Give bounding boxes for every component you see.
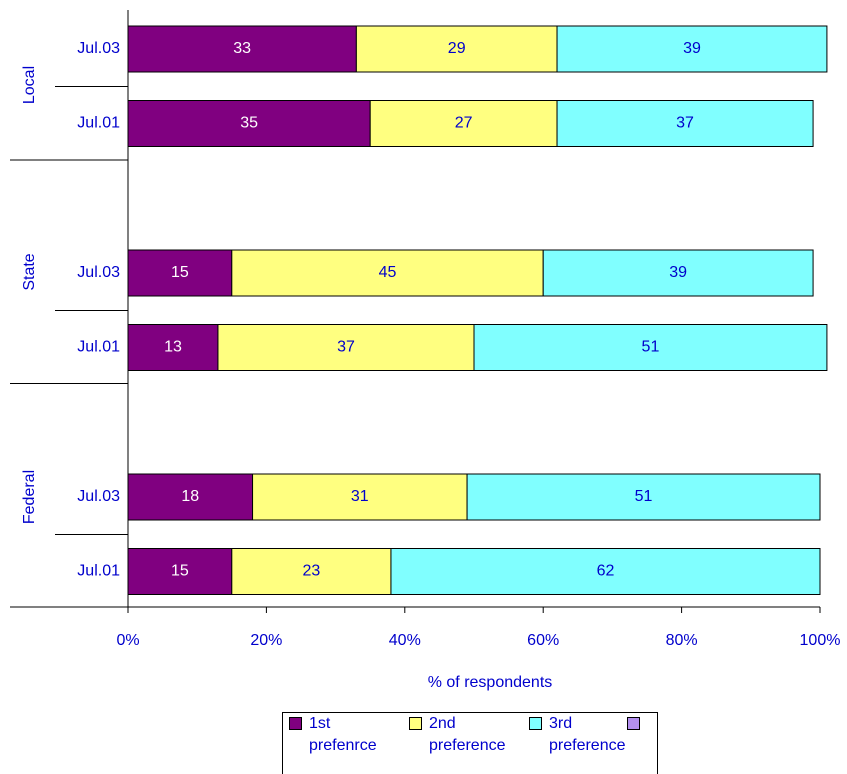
y-tick-label: Jul.03	[77, 488, 120, 505]
legend-swatch	[409, 717, 422, 730]
data-label: 15	[171, 264, 189, 281]
y-tick-label: Jul.03	[77, 264, 120, 281]
data-label: 23	[302, 563, 320, 580]
bar-segment	[217, 324, 475, 371]
data-label: 27	[455, 115, 473, 132]
data-label: 39	[669, 264, 687, 281]
legend-item: 2nd preference	[409, 715, 509, 757]
x-axis-title: % of respondents	[428, 674, 553, 691]
x-tick-label: 80%	[666, 632, 698, 649]
legend: 1st prefenrce 2nd preference 3rd preferenc…	[282, 712, 658, 774]
data-label: 51	[635, 488, 653, 505]
bar-segment	[542, 249, 814, 297]
x-tick-label: 0%	[116, 632, 139, 649]
x-tick-label: 60%	[527, 632, 559, 649]
bar-segment	[127, 324, 219, 371]
legend-item: 3rd preference	[529, 715, 629, 757]
data-label: 29	[448, 40, 466, 57]
group-label: Federal	[21, 470, 38, 524]
legend-item: 1st prefenrce	[289, 715, 389, 757]
group-label: Local	[21, 66, 38, 104]
legend-label: 2nd preference	[429, 715, 506, 754]
y-tick-label: Jul.03	[77, 40, 120, 57]
data-label: 18	[181, 488, 199, 505]
data-label: 33	[233, 40, 251, 57]
data-label: 62	[597, 563, 615, 580]
data-label: 51	[642, 339, 660, 356]
y-tick-label: Jul.01	[77, 339, 120, 356]
data-label: 45	[379, 264, 397, 281]
bar-segment	[127, 548, 233, 595]
data-label: 37	[676, 115, 694, 132]
legend-label: 3rd preference	[549, 715, 626, 754]
y-tick-label: Jul.01	[77, 563, 120, 580]
chart: % of respondents 0% 20% 40% 60% 80% 100% Local…	[10, 10, 841, 691]
bar-segment	[127, 249, 233, 297]
x-tick-label: 100%	[800, 632, 841, 649]
bar-segment	[390, 548, 821, 595]
x-tick-label: 40%	[389, 632, 421, 649]
data-label: 39	[683, 40, 701, 57]
bar-segment	[473, 324, 828, 371]
bar-segment	[127, 100, 371, 147]
bar-segment	[127, 473, 254, 521]
data-label: 13	[164, 339, 182, 356]
y-tick-label: Jul.01	[77, 115, 120, 132]
legend-label: 1st prefenrce	[309, 715, 377, 754]
legend-swatch	[627, 717, 640, 730]
data-label: 31	[351, 488, 369, 505]
legend-swatch	[289, 717, 302, 730]
bar-segment	[556, 100, 814, 147]
group-label: State	[21, 253, 38, 290]
bar-segment	[231, 548, 392, 595]
bar-segment	[556, 25, 828, 73]
x-tick-label: 20%	[250, 632, 282, 649]
data-label: 15	[171, 563, 189, 580]
bar-segment	[355, 25, 558, 73]
bar-segment	[466, 473, 821, 521]
legend-swatch	[529, 717, 542, 730]
bar-segment	[252, 473, 468, 521]
bar-segment	[369, 100, 558, 147]
data-label: 37	[337, 339, 355, 356]
data-label: 35	[240, 115, 258, 132]
